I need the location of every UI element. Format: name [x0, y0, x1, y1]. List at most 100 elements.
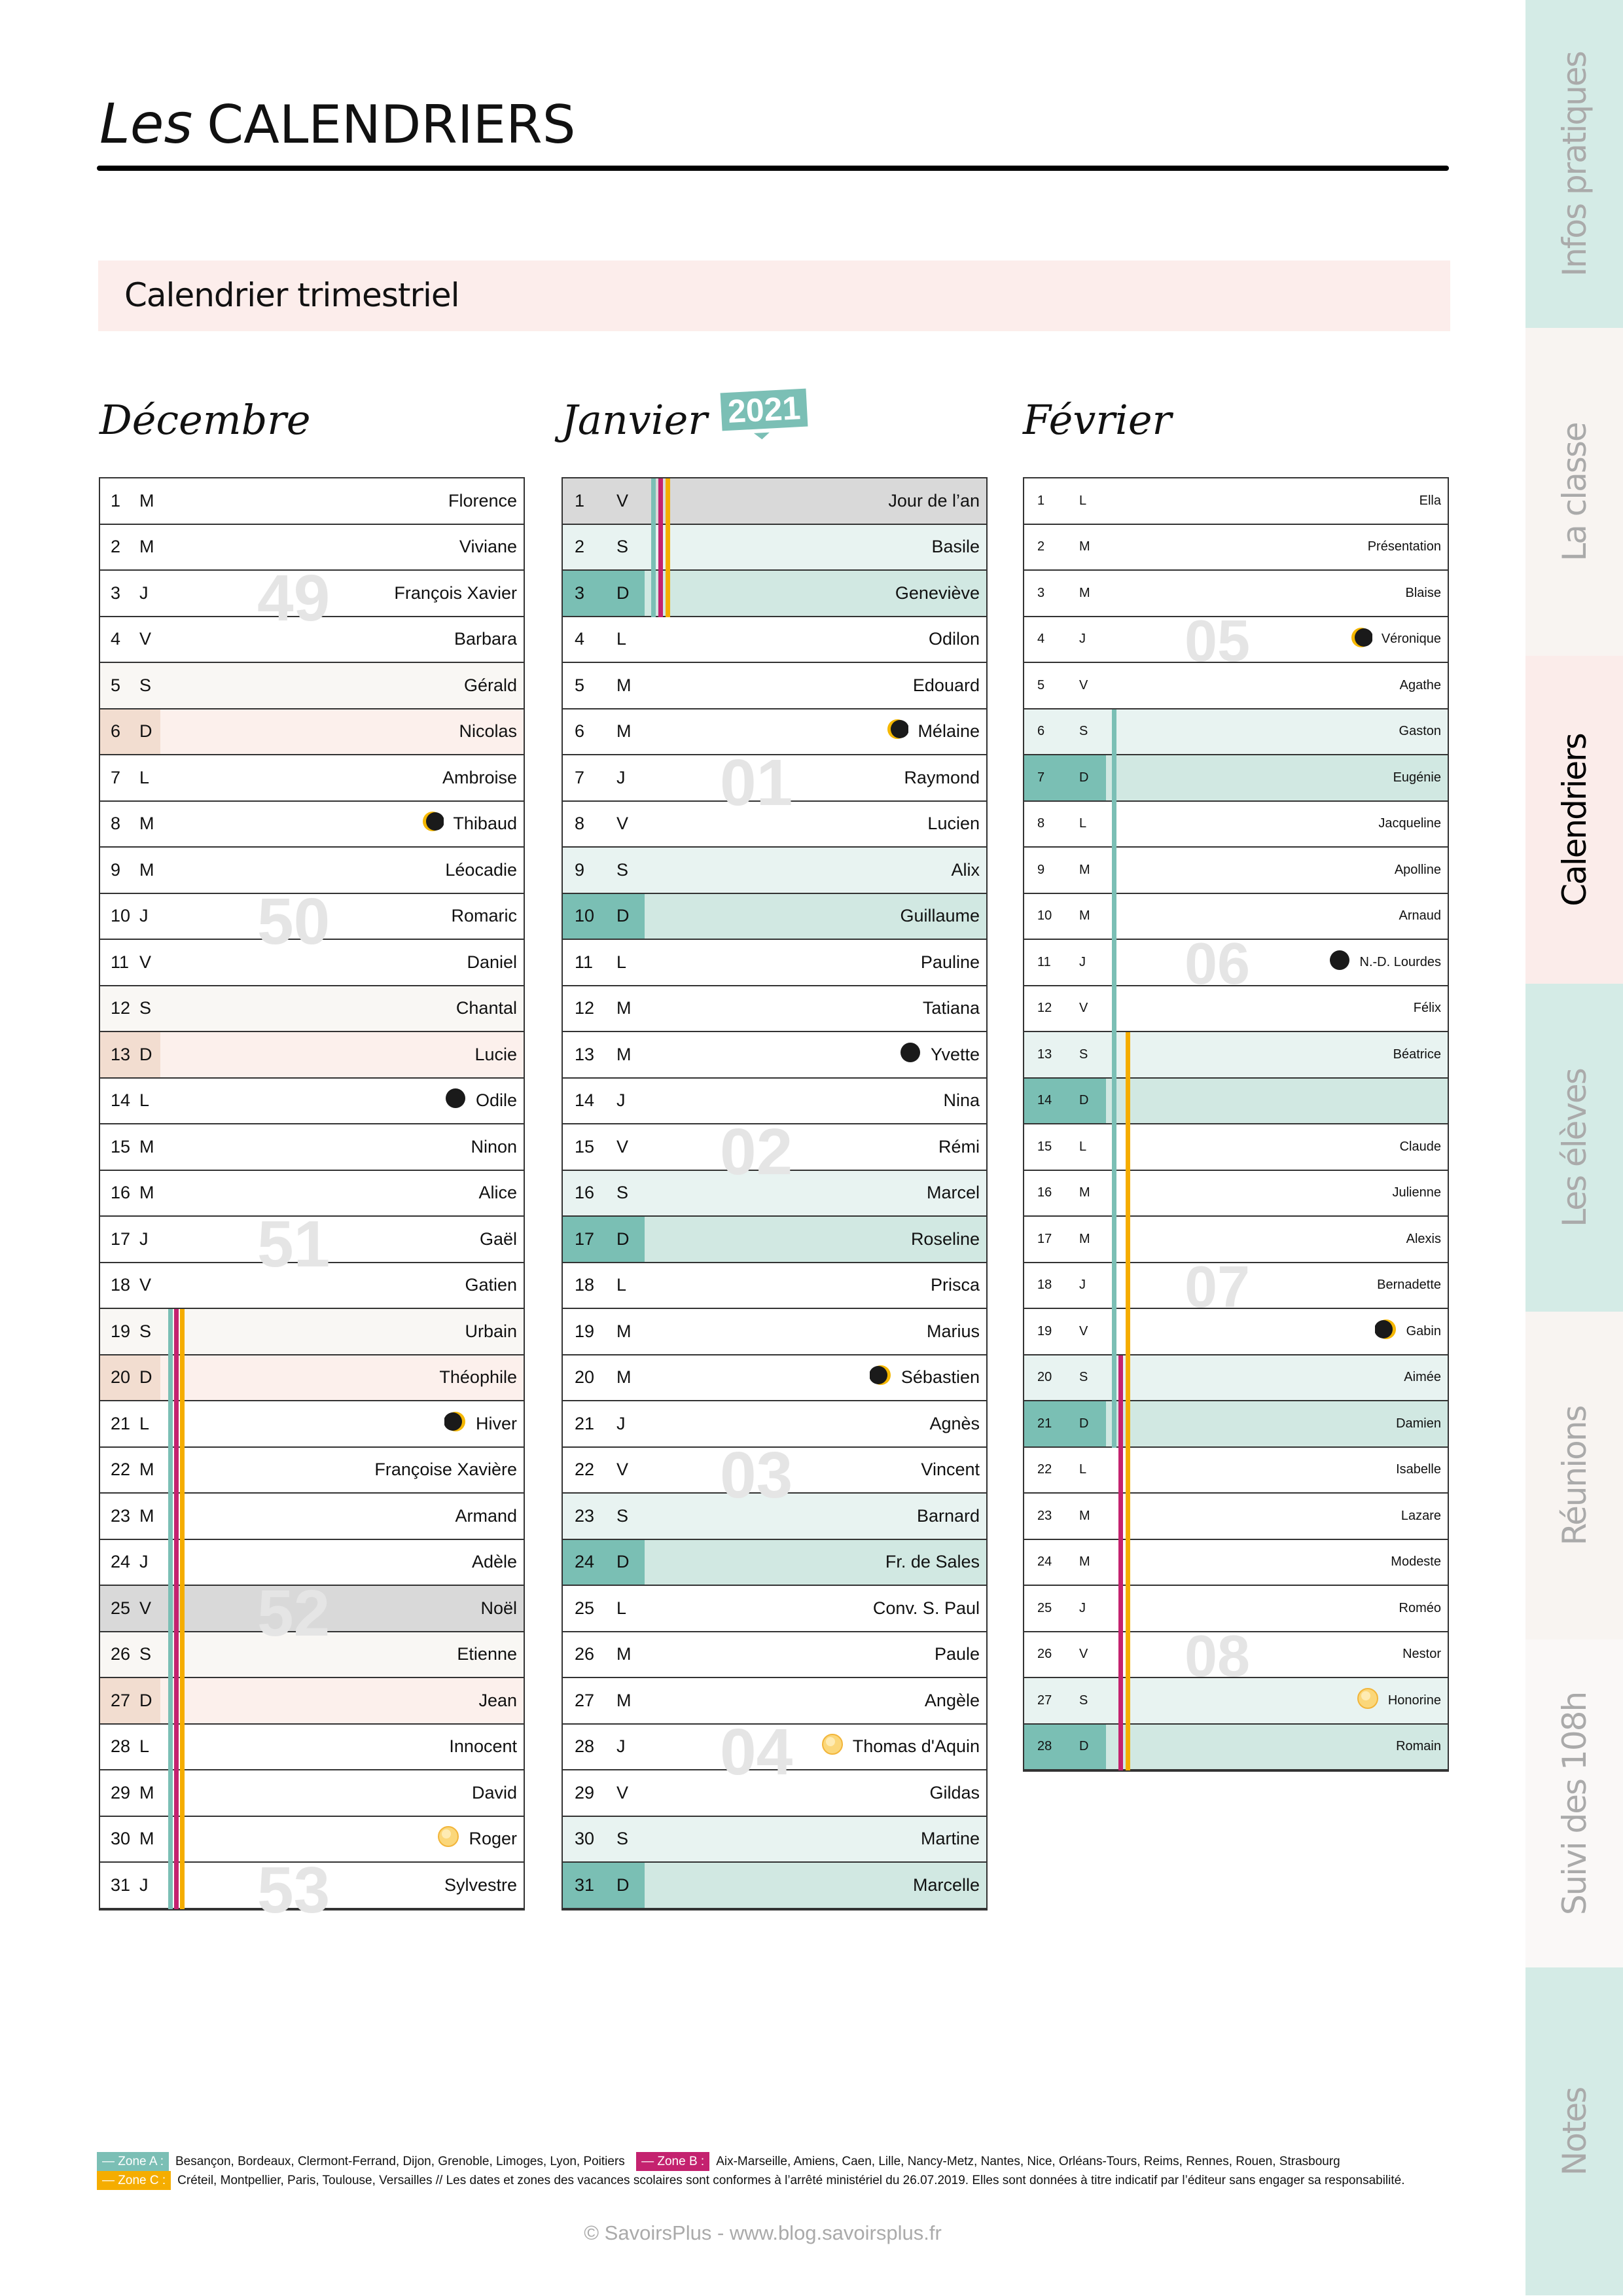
day-letter: D [139, 1367, 152, 1388]
day-row: 26 V Nestor [1024, 1632, 1448, 1678]
day-cell-shade [1024, 1124, 1106, 1170]
saint-name-text: Arnaud [1399, 908, 1442, 924]
saint-name-text: Gaël [479, 1229, 517, 1249]
saint-name: Marius [927, 1321, 980, 1342]
day-cell-shade [1024, 755, 1106, 800]
saint-name: Geneviève [895, 583, 980, 603]
day-row: 14 D [1024, 1078, 1448, 1124]
day-cell-shade [1024, 1494, 1106, 1539]
day-letter: L [616, 629, 627, 649]
saint-name: Barnard [917, 1506, 980, 1526]
day-row: 7 L Ambroise [100, 755, 524, 802]
day-number: 31 [111, 1874, 131, 1895]
day-letter: J [139, 1552, 149, 1572]
day-cell-shade [1024, 1217, 1106, 1262]
sidebar-tab-calendriers[interactable]: Calendriers [1525, 656, 1623, 984]
day-number: 24 [1037, 1554, 1052, 1570]
day-letter: M [139, 1460, 154, 1480]
month-title-january: Janvier [562, 396, 707, 444]
sidebar-tab-notes[interactable]: Notes [1525, 1967, 1623, 2295]
saint-name: Marcel [927, 1183, 980, 1203]
title-rule [97, 166, 1449, 171]
calendar-december: 1 M Florence 2 M Viviane 3 J François Xavier 4 V Ba… [99, 477, 525, 1923]
day-row: 30 S Martine [563, 1816, 986, 1863]
day-letter: D [1079, 1093, 1089, 1108]
saint-name-text: Gabin [1406, 1323, 1441, 1338]
day-letter: J [616, 1413, 626, 1433]
zone-legend: — Zone A : Besançon, Bordeaux, Clermont-F… [97, 2152, 1405, 2190]
sidebar-tab-la-classe[interactable]: La classe [1525, 328, 1623, 656]
day-letter: V [1079, 677, 1088, 692]
saint-name-text: Angèle [924, 1690, 980, 1710]
day-letter: S [1079, 1370, 1088, 1385]
day-number: 8 [111, 814, 121, 834]
saint-name-text: Urbain [465, 1321, 517, 1341]
saint-name-text: Barnard [916, 1505, 980, 1526]
day-letter: M [1079, 908, 1090, 924]
day-row: 6 M Mélaine [563, 709, 986, 755]
saint-name: Edouard [913, 675, 980, 696]
saint-name-text: Vincent [921, 1460, 980, 1480]
saint-name-text: Thomas d'Aquin [852, 1736, 980, 1757]
saint-name: Marcelle [913, 1875, 980, 1895]
sidebar-tab-les-l-ves[interactable]: Les élèves [1525, 984, 1623, 1312]
sidebar-tab-infos-pratiques[interactable]: Infos pratiques [1525, 0, 1623, 328]
sidebar-tab-r-unions[interactable]: Réunions [1525, 1312, 1623, 1640]
day-row: 23 M Lazare [1024, 1494, 1448, 1540]
day-row: 30 M Roger [100, 1817, 524, 1863]
day-row: 11 L Pauline [563, 940, 986, 986]
day-row: 16 S Marcel [563, 1170, 986, 1217]
day-letter: S [616, 859, 629, 880]
saint-name-text: Viviane [459, 537, 517, 557]
saint-name: Innocent [449, 1736, 517, 1757]
day-number: 4 [111, 629, 121, 649]
saint-name-text: Claude [1399, 1139, 1441, 1154]
day-row: 27 S Honorine [1024, 1678, 1448, 1725]
saint-name: Gabin [1374, 1318, 1441, 1344]
vacation-line-zone-a [1112, 709, 1116, 1448]
day-row: 26 S Etienne [100, 1632, 524, 1678]
saint-name-text: Barbara [454, 629, 517, 649]
day-row: 9 M Apolline [1024, 848, 1448, 894]
day-number: 4 [1037, 632, 1045, 647]
saint-name: Roseline [911, 1229, 980, 1249]
day-row: 25 L Conv. S. Paul [563, 1586, 986, 1632]
day-row: 28 J Thomas d'Aquin [563, 1725, 986, 1770]
saint-name-text: Honorine [1387, 1693, 1441, 1708]
saint-name: Urbain [465, 1321, 517, 1342]
saint-name-text: Isabelle [1396, 1462, 1441, 1477]
day-row: 15 L Claude [1024, 1124, 1448, 1171]
saint-name-text: Nina [943, 1090, 980, 1111]
day-cell-shade [563, 571, 645, 616]
saint-name: Gérald [464, 675, 517, 696]
saint-name-text: Florence [448, 490, 517, 511]
saint-name: Romain [1396, 1739, 1441, 1754]
day-row: 23 M Armand [100, 1494, 524, 1540]
saint-name: François Xavier [394, 583, 517, 603]
day-letter: V [616, 1460, 629, 1480]
sidebar-tab-suivi-des-108h[interactable]: Suivi des 108h [1525, 1640, 1623, 1967]
day-number: 10 [575, 906, 595, 926]
day-row: 22 M Françoise Xavière [100, 1448, 524, 1494]
sidebar-tab-label: Notes [1555, 2087, 1594, 2176]
day-letter: S [616, 1183, 629, 1203]
day-cell-shade [1024, 617, 1106, 662]
vacation-line-zone-c [666, 478, 670, 617]
saint-name: Véronique [1350, 626, 1441, 653]
saint-name: Conv. S. Paul [873, 1598, 980, 1619]
day-letter: M [616, 675, 632, 695]
day-row: 27 D Jean [100, 1678, 524, 1725]
saint-name-text: Bernadette [1377, 1278, 1441, 1293]
saint-name: Ninon [471, 1137, 517, 1157]
day-row: 6 D Nicolas [100, 709, 524, 755]
day-number: 21 [111, 1413, 131, 1433]
day-cell-shade [100, 1678, 160, 1723]
saint-name-text: Ambroise [442, 767, 517, 787]
moon-new-icon [444, 1087, 467, 1114]
saint-name-text: Prisca [930, 1275, 980, 1295]
day-row: 26 M Paule [563, 1632, 986, 1678]
day-letter: D [139, 721, 152, 742]
day-letter: M [616, 721, 632, 742]
day-row: 3 J François Xavier [100, 571, 524, 617]
saint-name-text: Marius [926, 1321, 980, 1341]
